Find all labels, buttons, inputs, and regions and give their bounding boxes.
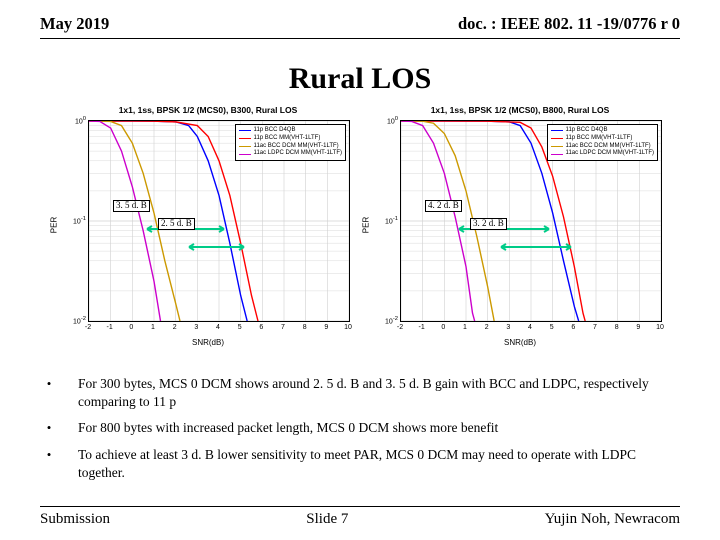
y-tick: 10-1 <box>66 216 86 225</box>
header-docnum: doc. : IEEE 802. 11 -19/0776 r 0 <box>458 14 680 34</box>
legend-swatch <box>239 146 251 147</box>
chart-right-title: 1x1, 1ss, BPSK 1/2 (MCS0), B800, Rural L… <box>370 105 670 115</box>
x-tick: 4 <box>524 324 536 331</box>
chart-left: 1x1, 1ss, BPSK 1/2 (MCS0), B300, Rural L… <box>58 105 358 345</box>
legend-label: 11ac LDPC DCM MM(VHT-1LTF) <box>566 150 654 158</box>
x-tick: 0 <box>125 324 137 331</box>
legend-swatch <box>551 130 563 131</box>
bullet-row: • For 300 bytes, MCS 0 DCM shows around … <box>40 375 680 411</box>
legend-label: 11ac BCC DCM MM(VHT-1LTF) <box>566 143 651 151</box>
legend-row: 11ac LDPC DCM MM(VHT-1LTF) <box>239 150 342 158</box>
x-tick: 3 <box>190 324 202 331</box>
bullet-row: • To achieve at least 3 d. B lower sensi… <box>40 446 680 482</box>
footer-right: Yujin Noh, Newracom <box>545 511 680 528</box>
chart-left-title: 1x1, 1ss, BPSK 1/2 (MCS0), B300, Rural L… <box>58 105 358 115</box>
x-tick: 3 <box>502 324 514 331</box>
page-title: Rural LOS <box>0 62 720 96</box>
x-tick: 1 <box>147 324 159 331</box>
x-tick: 6 <box>567 324 579 331</box>
y-tick: 100 <box>378 116 398 125</box>
chart-right-xlabel: SNR(dB) <box>370 338 670 347</box>
legend-swatch <box>239 138 251 139</box>
chart-right: 1x1, 1ss, BPSK 1/2 (MCS0), B800, Rural L… <box>370 105 670 345</box>
legend-row: 11p BCC MM(VHT-1LTF) <box>551 135 654 143</box>
x-tick: 10 <box>654 324 666 331</box>
y-tick: 100 <box>66 116 86 125</box>
legend-row: 11p BCC D4QB <box>551 127 654 135</box>
chart-right-annot-2: 3. 2 d. B <box>470 218 507 230</box>
x-tick: 2 <box>169 324 181 331</box>
x-tick: -1 <box>104 324 116 331</box>
chart-left-ylabel: PER <box>50 217 59 233</box>
chart-right-annot-1: 4. 2 d. B <box>425 200 462 212</box>
x-tick: 2 <box>481 324 493 331</box>
legend-row: 11p BCC D4QB <box>239 127 342 135</box>
legend-swatch <box>239 154 251 155</box>
legend-label: 11p BCC MM(VHT-1LTF) <box>254 135 321 143</box>
footer-center: Slide 7 <box>306 511 348 528</box>
x-tick: 8 <box>299 324 311 331</box>
bullet-dot: • <box>40 419 58 437</box>
bullet-row: • For 800 bytes with increased packet le… <box>40 419 680 437</box>
x-tick: 7 <box>589 324 601 331</box>
chart-left-xlabel: SNR(dB) <box>58 338 358 347</box>
y-tick: 10-2 <box>66 316 86 325</box>
legend-label: 11ac LDPC DCM MM(VHT-1LTF) <box>254 150 342 158</box>
x-tick: 8 <box>611 324 623 331</box>
header: May 2019 doc. : IEEE 802. 11 -19/0776 r … <box>40 14 680 39</box>
legend-row: 11ac BCC DCM MM(VHT-1LTF) <box>239 143 342 151</box>
chart-left-annot-1: 3. 5 d. B <box>113 200 150 212</box>
legend-label: 11p BCC D4QB <box>566 127 608 135</box>
bullet-dot: • <box>40 375 58 411</box>
legend-swatch <box>551 146 563 147</box>
charts-container: 1x1, 1ss, BPSK 1/2 (MCS0), B300, Rural L… <box>58 105 670 345</box>
bullet-text: For 300 bytes, MCS 0 DCM shows around 2.… <box>78 375 680 411</box>
x-tick: 6 <box>255 324 267 331</box>
legend-swatch <box>551 154 563 155</box>
y-tick: 10-1 <box>378 216 398 225</box>
bullet-dot: • <box>40 446 58 482</box>
chart-left-annot-2: 2. 5 d. B <box>158 218 195 230</box>
chart-right-ylabel: PER <box>362 217 371 233</box>
x-tick: 10 <box>342 324 354 331</box>
chart-right-legend: 11p BCC D4QB11p BCC MM(VHT-1LTF)11ac BCC… <box>547 124 658 161</box>
x-tick: 0 <box>437 324 449 331</box>
footer-left: Submission <box>40 511 110 528</box>
x-tick: 4 <box>212 324 224 331</box>
legend-swatch <box>551 138 563 139</box>
bullet-text: For 800 bytes with increased packet leng… <box>78 419 680 437</box>
x-tick: 1 <box>459 324 471 331</box>
header-date: May 2019 <box>40 14 109 34</box>
chart-left-legend: 11p BCC D4QB11p BCC MM(VHT-1LTF)11ac BCC… <box>235 124 346 161</box>
x-tick: -1 <box>416 324 428 331</box>
legend-label: 11ac BCC DCM MM(VHT-1LTF) <box>254 143 339 151</box>
y-tick: 10-2 <box>378 316 398 325</box>
bullet-text: To achieve at least 3 d. B lower sensiti… <box>78 446 680 482</box>
legend-row: 11ac BCC DCM MM(VHT-1LTF) <box>551 143 654 151</box>
legend-swatch <box>239 130 251 131</box>
legend-row: 11p BCC MM(VHT-1LTF) <box>239 135 342 143</box>
footer: Submission Slide 7 Yujin Noh, Newracom <box>40 506 680 528</box>
x-tick: 5 <box>546 324 558 331</box>
x-tick: 5 <box>234 324 246 331</box>
bullets: • For 300 bytes, MCS 0 DCM shows around … <box>40 375 680 490</box>
x-tick: 7 <box>277 324 289 331</box>
legend-label: 11p BCC D4QB <box>254 127 296 135</box>
legend-label: 11p BCC MM(VHT-1LTF) <box>566 135 633 143</box>
x-tick: 9 <box>320 324 332 331</box>
legend-row: 11ac LDPC DCM MM(VHT-1LTF) <box>551 150 654 158</box>
x-tick: 9 <box>632 324 644 331</box>
